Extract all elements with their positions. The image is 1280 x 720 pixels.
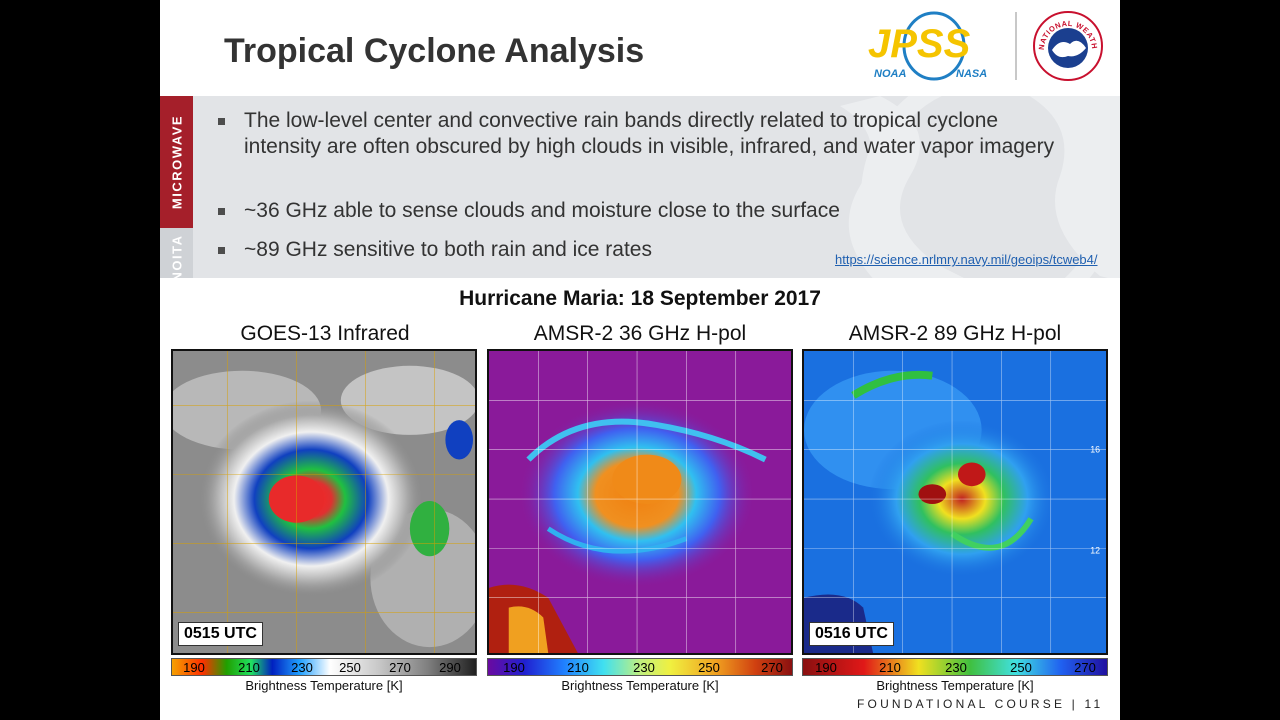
bullet-marker <box>218 208 225 215</box>
bullet-banner: MICROWAVE NOITA The low-level center and… <box>160 96 1120 278</box>
colorbar-goes-ir: 190 210 230 250 270 290 <box>171 658 477 676</box>
logo-divider <box>1015 12 1017 80</box>
colorbar-amsr2-36ghz: 190 210 230 250 270 <box>487 658 793 676</box>
bullet-item: The low-level center and convective rain… <box>218 108 1078 160</box>
slide-title: Tropical Cyclone Analysis <box>224 32 645 70</box>
colorbar-amsr2-89ghz: 190 210 230 250 270 <box>802 658 1108 676</box>
slide-footer: FOUNDATIONAL COURSE | 11 <box>857 697 1104 711</box>
bullet-marker <box>218 118 225 125</box>
tab-microwave[interactable]: MICROWAVE <box>160 96 193 228</box>
amsr2-36ghz-image <box>487 349 793 655</box>
tab-next-section[interactable]: NOITA <box>160 228 193 278</box>
bullet-item: ~36 GHz able to sense clouds and moistur… <box>218 198 1078 224</box>
colorbar-label: Brightness Temperature [K] <box>561 678 719 693</box>
lat-label: 16 <box>1090 445 1100 455</box>
jpss-logo: JPSS NOAA NASA <box>868 11 987 81</box>
time-badge: 0516 UTC <box>809 622 894 646</box>
bullet-item: ~89 GHz sensitive to both rain and ice r… <box>218 237 1078 263</box>
jpss-logo-text: JPSS <box>868 22 971 66</box>
goes-ir-image: 0515 UTC <box>171 349 477 655</box>
event-title: Hurricane Maria: 18 September 2017 <box>459 287 821 310</box>
slide: Tropical Cyclone Analysis JPSS NOAA NASA… <box>160 0 1120 720</box>
time-badge: 0515 UTC <box>178 622 263 646</box>
panel-title-amsr2-36ghz: AMSR-2 36 GHz H-pol <box>533 322 747 345</box>
jpss-logo-nasa: NASA <box>956 68 987 80</box>
amsr2-89ghz-image: 16 12 0516 UTC <box>802 349 1108 655</box>
colorbar-label: Brightness Temperature [K] <box>876 678 1034 693</box>
panel-title-amsr2-89ghz: AMSR-2 89 GHz H-pol <box>848 322 1062 345</box>
bullet-marker <box>218 247 225 254</box>
panel-title-goes-ir: GOES-13 Infrared <box>240 322 410 345</box>
nws-logo: NATIONAL WEATHER SERVICE <box>1032 10 1103 81</box>
jpss-logo-noaa: NOAA <box>874 68 906 80</box>
colorbar-label: Brightness Temperature [K] <box>245 678 403 693</box>
source-link[interactable]: https://science.nrlmry.navy.mil/geoips/t… <box>835 252 1098 267</box>
lat-label: 12 <box>1090 545 1100 555</box>
globe-watermark <box>840 96 1120 278</box>
